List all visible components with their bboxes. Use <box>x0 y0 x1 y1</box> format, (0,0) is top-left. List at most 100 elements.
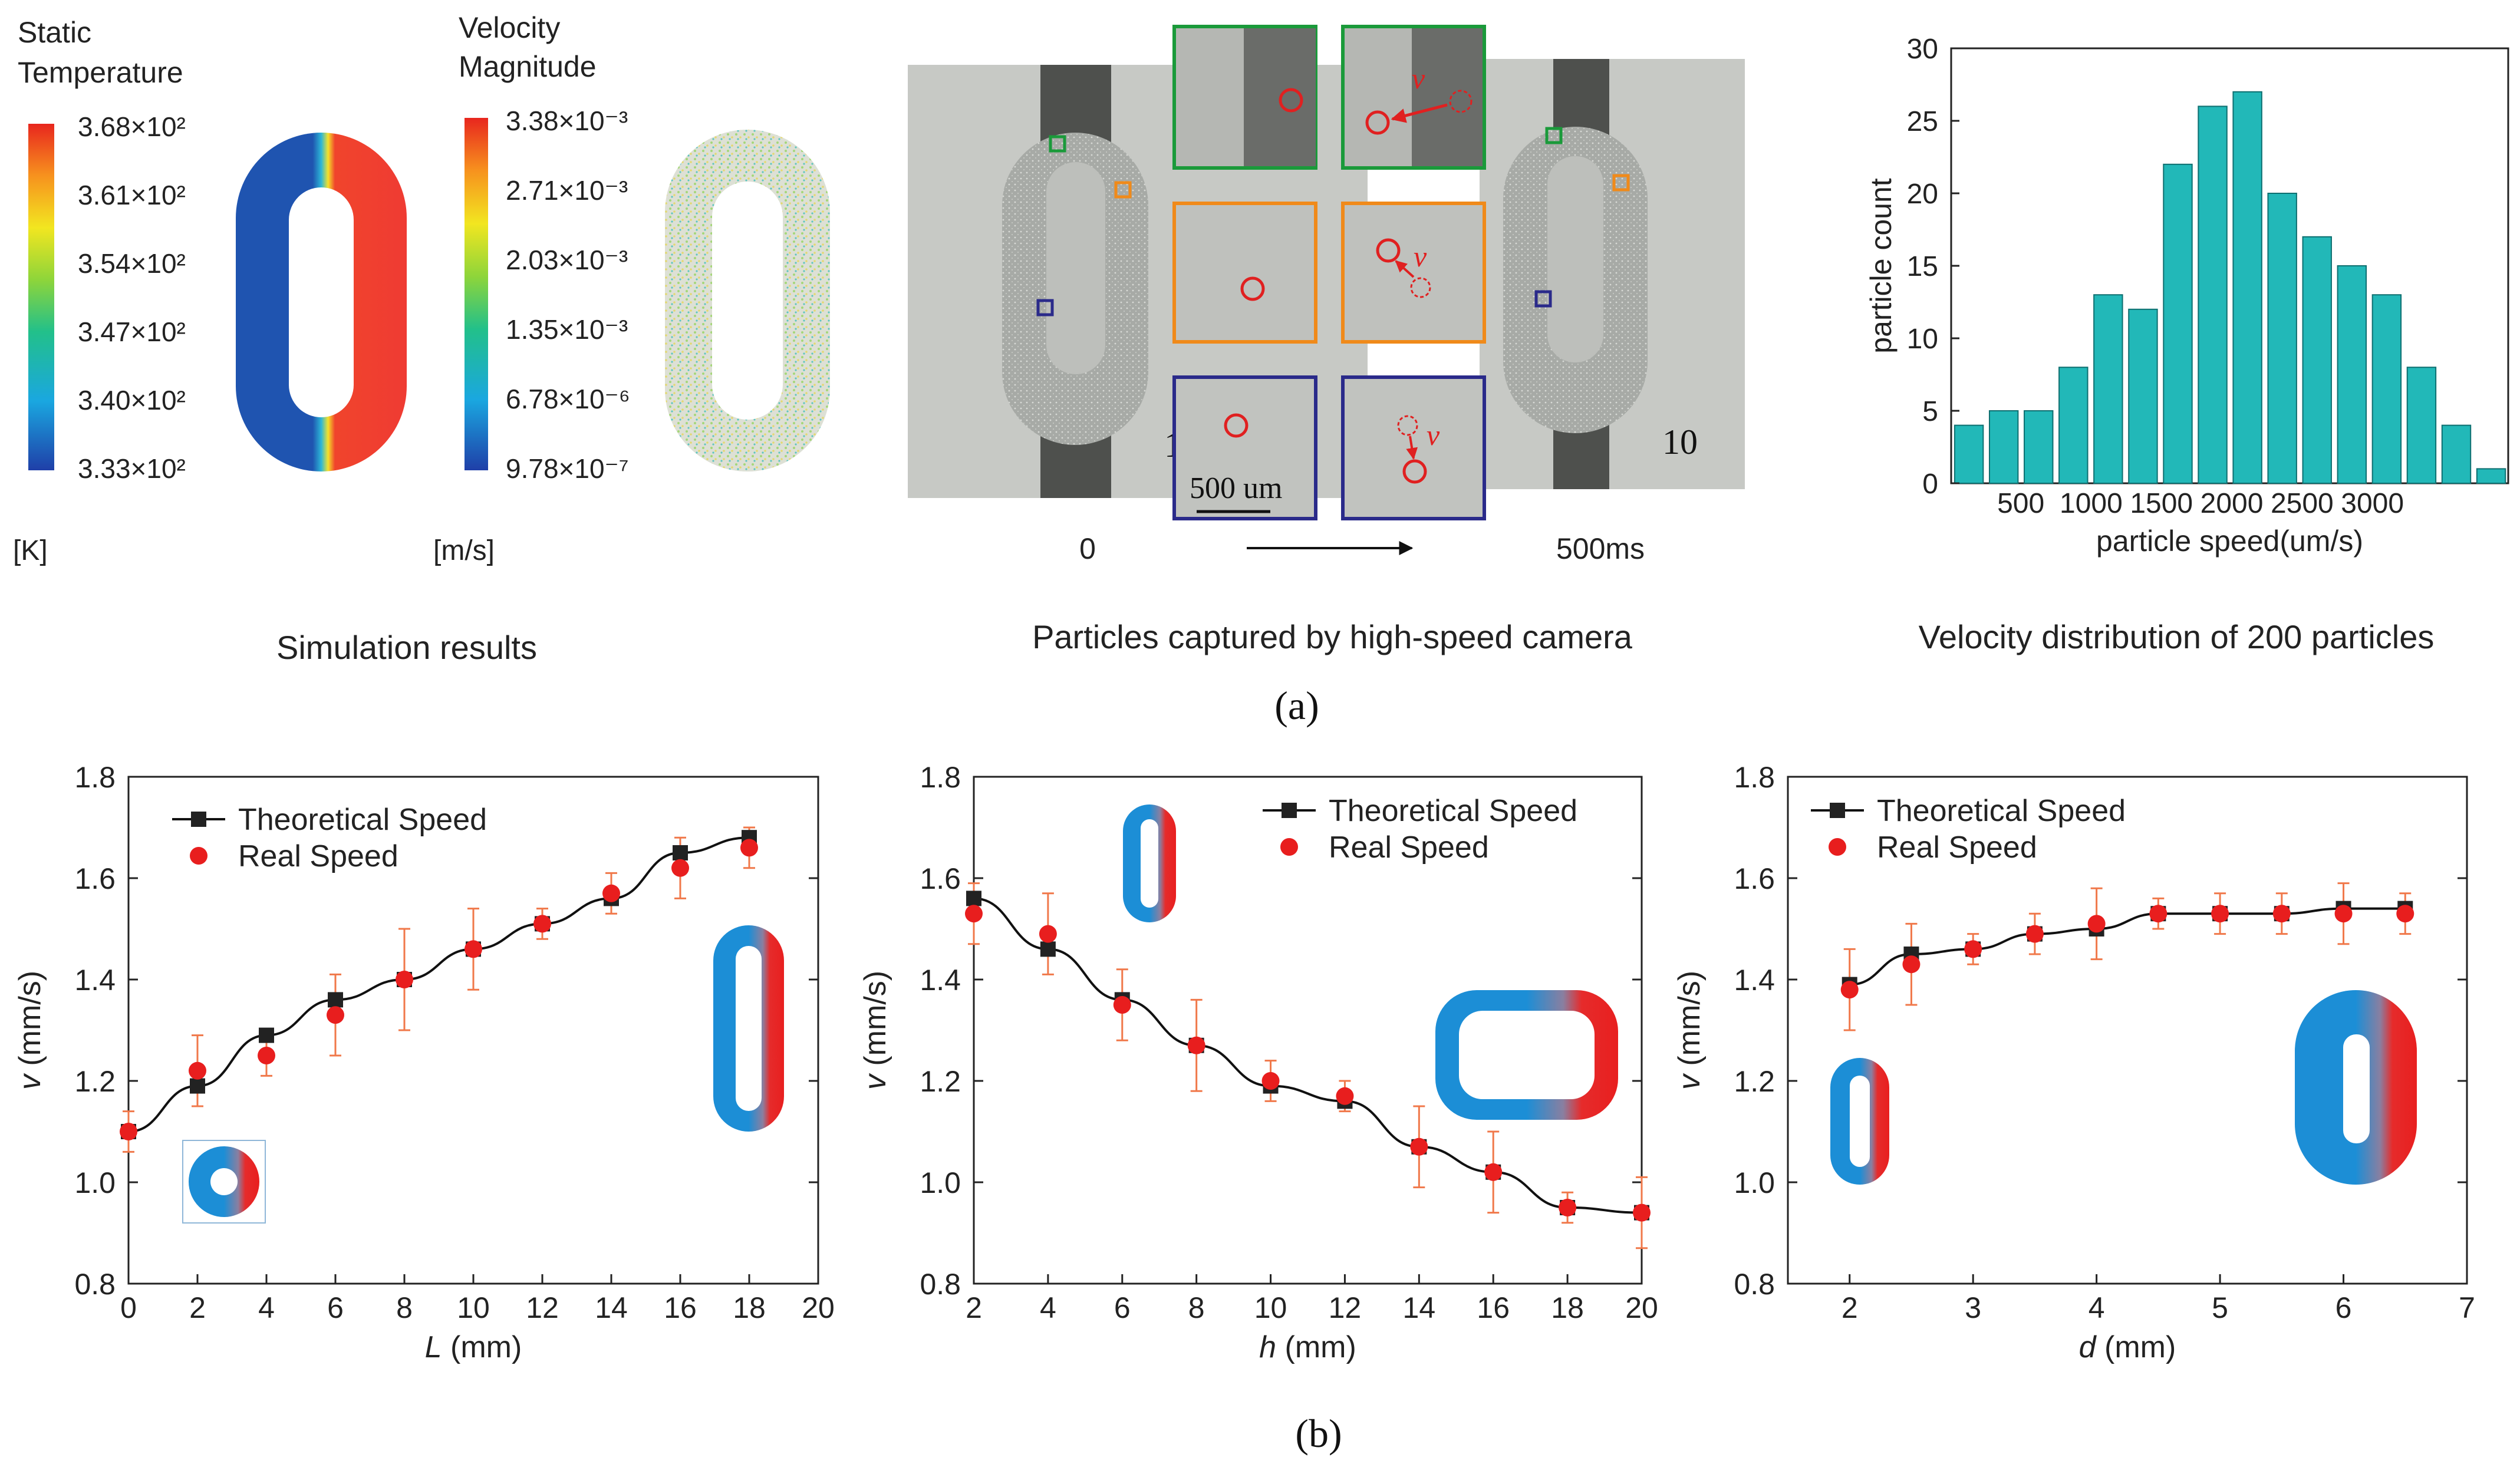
hist-ytick-label: 30 <box>1907 34 1938 65</box>
d-xlabel: d (mm) <box>2079 1330 2176 1364</box>
L-legend-real: Real Speed <box>238 839 398 873</box>
hist-xtick-label: 2000 <box>2201 488 2264 519</box>
temp-unit: [K] <box>13 535 48 566</box>
d-theory-line <box>1849 907 2406 986</box>
d-xtick-label: 7 <box>2459 1291 2475 1324</box>
L-real-point <box>120 1123 137 1140</box>
temp-tick-label: 3.47×10² <box>78 316 186 347</box>
h-real-point <box>1633 1203 1651 1222</box>
hist-ytick-label: 20 <box>1907 179 1938 210</box>
h-theory-point <box>966 891 981 906</box>
L-real-point <box>740 839 758 857</box>
hist-bar <box>2093 294 2123 484</box>
h-real-point <box>1261 1072 1280 1090</box>
hist-ytick-label: 15 <box>1907 251 1938 282</box>
scale-label: 500 um <box>1190 471 1282 505</box>
h-legend-theory: Theoretical Speed <box>1329 794 1577 828</box>
camera-panel: 1 10 v v 500 um v <box>908 25 1745 655</box>
vel-tick-label: 6.78×10⁻⁶ <box>506 384 630 414</box>
d-real-point <box>2334 905 2353 923</box>
zoom-orange-2 <box>1341 202 1486 344</box>
hist-bar <box>2371 294 2402 484</box>
temp-colorbar <box>28 124 54 470</box>
h-xtick-label: 10 <box>1254 1291 1287 1324</box>
zoom-orange-1 <box>1172 202 1317 344</box>
loop-right-hole <box>1547 156 1603 362</box>
L-real-point <box>533 915 551 933</box>
h-ylabel: v (mm/s) <box>858 971 892 1090</box>
zoom-blue-1 <box>1172 375 1317 520</box>
loop-left-hole <box>1046 162 1105 374</box>
hist-bar <box>2476 468 2506 484</box>
hist-bar <box>2267 193 2297 484</box>
d-real-point <box>2272 905 2291 923</box>
h-xtick-label: 6 <box>1114 1291 1131 1324</box>
inset-box-l <box>182 1140 266 1224</box>
d-xtick-label: 6 <box>2335 1291 2352 1324</box>
d-ytick-label: 1.2 <box>1734 1065 1775 1098</box>
temp-tick-label: 3.61×10² <box>78 180 186 210</box>
simulation-panel: Static Temperature 3.68×10² 3.61×10² 3.54×… <box>13 11 830 666</box>
inset-shapes <box>182 804 2417 1224</box>
L-xlabel: L (mm) <box>425 1330 522 1364</box>
panel-b-label: (b) <box>1295 1411 1342 1456</box>
d-ytick-label: 1.8 <box>1734 761 1775 794</box>
d-real-point <box>2025 925 2044 943</box>
vel-tick-label: 1.35×10⁻³ <box>506 314 628 345</box>
h-xtick-label: 14 <box>1403 1291 1436 1324</box>
vel-tick-label: 9.78×10⁻⁷ <box>506 453 628 484</box>
hist-ylabel: particle count <box>1865 178 1898 353</box>
h-xtick-label: 12 <box>1329 1291 1362 1324</box>
vel-title-1: Velocity <box>459 11 560 44</box>
h-theory-point <box>1040 941 1056 957</box>
d-xtick-label: 4 <box>2089 1291 2105 1324</box>
L-theory-point <box>673 845 688 860</box>
temp-title-1: Static <box>18 16 91 49</box>
vel-tick-label: 2.03×10⁻³ <box>506 245 628 275</box>
hist-bar <box>2024 410 2054 484</box>
L-ytick-label: 0.8 <box>74 1268 116 1301</box>
time-end: 500ms <box>1556 532 1645 565</box>
temp-tick-label: 3.54×10² <box>78 248 186 279</box>
time-start: 0 <box>1079 532 1096 565</box>
L-theory-point <box>328 992 343 1008</box>
d-real-point <box>1840 981 1859 999</box>
h-real-point <box>1187 1036 1205 1054</box>
h-real-point <box>1410 1137 1428 1156</box>
L-xtick-label: 4 <box>258 1291 275 1324</box>
velocity-ring-hole <box>712 182 783 420</box>
d-legend-real-marker <box>1829 838 1846 856</box>
hist-xtick-label: 500 <box>1997 488 2044 519</box>
vel-tick-label: 3.38×10⁻³ <box>506 105 628 136</box>
h-xtick-label: 8 <box>1188 1291 1205 1324</box>
hist-bar <box>2302 236 2332 484</box>
h-real-point <box>1336 1087 1354 1105</box>
zoom-blue-2 <box>1341 375 1486 520</box>
chart-length: 0.8 1.0 1.2 1.4 1.6 1.8 0 2 4 6 8 10 12 14 16 18 20 L (mm… <box>13 761 835 1364</box>
h-real-point <box>1039 925 1057 943</box>
L-ytick-label: 1.0 <box>74 1166 116 1199</box>
L-ytick-label: 1.8 <box>74 761 116 794</box>
L-real-point <box>465 940 482 958</box>
h-ytick-label: 0.8 <box>920 1268 961 1301</box>
d-ylabel: v (mm/s) <box>1672 971 1707 1090</box>
L-xtick-label: 20 <box>802 1291 835 1324</box>
d-ytick-label: 1.6 <box>1734 862 1775 895</box>
roi-orange-left <box>1114 181 1132 199</box>
velocity-symbol-3: v <box>1427 418 1440 451</box>
hist-xtick-label: 1500 <box>2130 488 2193 519</box>
hist-ytick-label: 25 <box>1907 106 1938 137</box>
hist-bar <box>2163 163 2193 484</box>
h-theory-line <box>973 897 1642 1214</box>
h-ytick-label: 1.6 <box>920 862 961 895</box>
hist-bar <box>2232 91 2262 484</box>
roi-orange-right <box>1612 174 1630 192</box>
d-real-point <box>2211 905 2229 923</box>
hist-bar <box>2406 367 2437 484</box>
L-legend-real-marker <box>190 847 207 865</box>
L-legend-theory: Theoretical Speed <box>238 803 487 837</box>
chart-height: 0.8 1.0 1.2 1.4 1.6 1.8 2 4 6 8 10 12 14 16 18 20 h (mm)… <box>858 761 1658 1364</box>
histogram-chart: 0 5 10 15 20 25 30 500 1000 1500 2000 2500 3000 parti… <box>1865 34 2509 558</box>
L-real-point <box>189 1061 206 1080</box>
hist-bar <box>2128 308 2158 484</box>
